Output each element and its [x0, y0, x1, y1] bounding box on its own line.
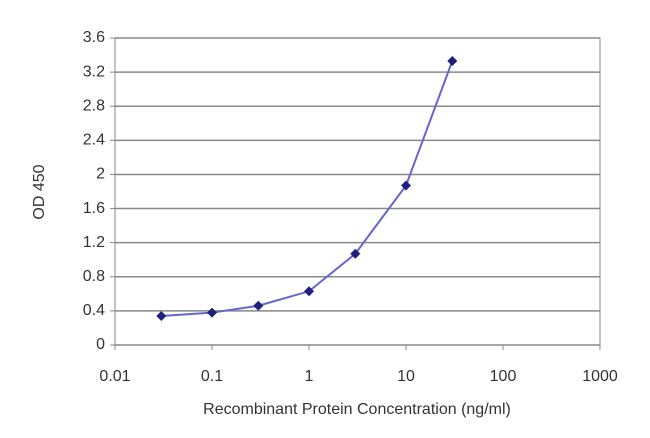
x-tick-label: 10: [397, 368, 415, 385]
data-point: [207, 307, 217, 318]
y-tick-label: 0.8: [83, 268, 105, 285]
y-tick-label: 3.6: [83, 29, 105, 46]
data-point: [253, 300, 264, 311]
y-axis-label: OD 450: [31, 164, 48, 219]
y-tick-label: 2.4: [83, 132, 105, 149]
y-tick-label: 1.6: [83, 200, 105, 217]
x-axis-label: Recombinant Protein Concentration (ng/ml…: [203, 401, 511, 418]
data-point: [447, 56, 458, 67]
x-tick-label: 0.1: [201, 368, 223, 385]
y-tick-label: 2: [96, 166, 105, 183]
x-tick-label: 1000: [582, 368, 618, 385]
x-tick-label: 0.01: [99, 368, 130, 385]
y-tick-label: 0.4: [83, 302, 105, 319]
data-point: [401, 180, 411, 191]
data-point: [350, 248, 361, 259]
y-tick-label: 2.8: [83, 97, 105, 114]
data-point: [156, 311, 167, 322]
x-tick-label: 1: [305, 368, 314, 385]
y-tick-label: 1.2: [83, 234, 105, 251]
y-tick-label: 0: [96, 336, 105, 353]
x-tick-label: 100: [490, 368, 517, 385]
y-tick-label: 3.2: [83, 63, 105, 80]
data-point: [304, 286, 314, 297]
plot-area: [114, 37, 601, 346]
